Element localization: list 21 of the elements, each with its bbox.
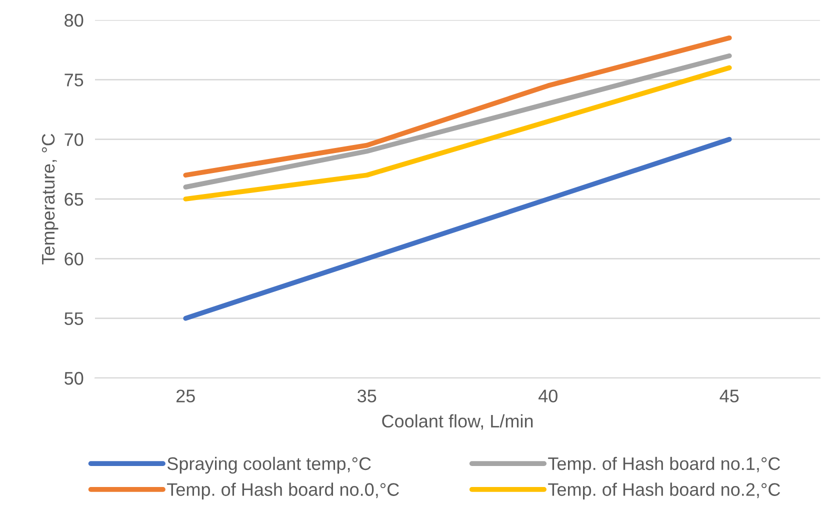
line-series <box>183 53 732 190</box>
x-tick-label: 25 <box>176 390 195 402</box>
y-tick-label: 55 <box>64 312 84 326</box>
x-axis-title: Coolant flow, L/min <box>382 414 533 430</box>
legend-label: Temp. of Hash board no.0,°C <box>167 482 399 500</box>
y-axis-title: Temperature, °C <box>42 134 58 264</box>
x-tick-label: 45 <box>720 390 739 402</box>
x-tick-label: 40 <box>538 390 558 402</box>
y-tick-label: 70 <box>64 133 84 146</box>
legend-label: Temp. of Hash board no.2,°C <box>548 482 780 500</box>
y-tick-label: 80 <box>64 14 84 27</box>
line-series <box>183 65 732 202</box>
y-tick-label: 50 <box>64 372 84 385</box>
legend-label: Spraying coolant temp,°C <box>167 456 371 474</box>
line-series <box>183 136 732 321</box>
y-tick-label: 65 <box>64 192 84 206</box>
y-tick-label: 60 <box>64 252 84 266</box>
legend-label: Temp. of Hash board no.1,°C <box>548 456 780 474</box>
x-tick-label: 35 <box>358 390 376 402</box>
y-tick-label: 75 <box>64 74 84 86</box>
line-series <box>183 35 732 178</box>
